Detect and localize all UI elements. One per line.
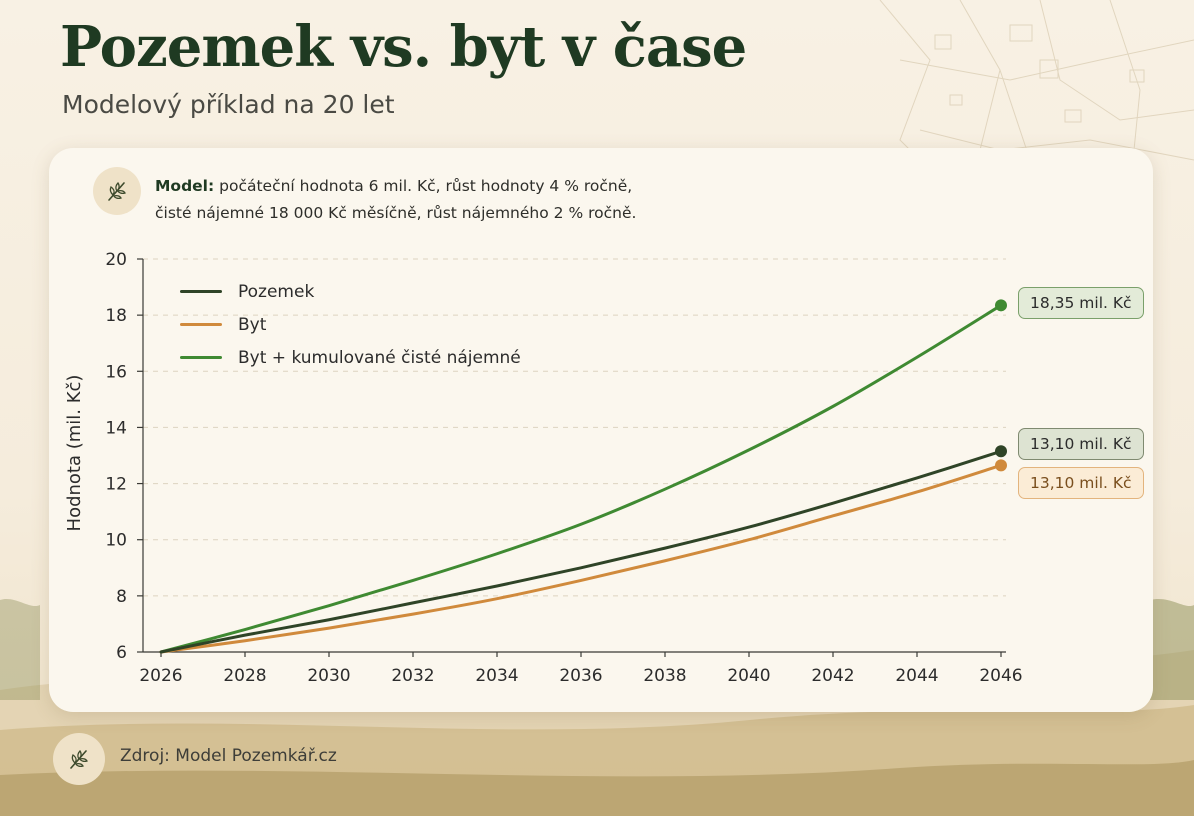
x-tick-label: 2036 [559, 666, 602, 686]
x-tick-label: 2026 [139, 666, 182, 686]
legend-swatch-byt [180, 323, 222, 326]
legend-item-byt-najem: Byt + kumulované čisté nájemné [180, 341, 521, 374]
end-label-byt-najem: 18,35 mil. Kč [1018, 287, 1144, 319]
y-tick-label: 6 [116, 643, 127, 663]
series-end-point-0 [995, 445, 1007, 458]
series-end-point-1 [995, 459, 1007, 472]
series-end-point-2 [995, 299, 1007, 312]
source-text: Zdroj: Model Pozemkář.cz [120, 746, 337, 766]
y-tick-label: 12 [105, 475, 127, 495]
x-tick-label: 2028 [223, 666, 266, 686]
chart-series [159, 299, 1007, 654]
model-note-line2: čisté nájemné 18 000 Kč měsíčně, růst ná… [155, 204, 637, 222]
chart-axes [142, 259, 1006, 653]
y-tick-label: 18 [105, 306, 127, 326]
page-subtitle: Modelový příklad na 20 let [62, 90, 395, 119]
legend-swatch-pozemek [180, 290, 222, 293]
y-tick-labels: 6 8 10 12 14 16 18 20 [105, 250, 143, 663]
end-label-byt: 13,10 mil. Kč [1018, 467, 1144, 499]
x-tick-label: 2038 [643, 666, 686, 686]
x-tick-label: 2030 [307, 666, 350, 686]
model-note-line1: počáteční hodnota 6 mil. Kč, růst hodnot… [214, 177, 633, 195]
source-badge [53, 733, 105, 785]
y-tick-label: 20 [105, 250, 127, 270]
y-axis-label: Hodnota (mil. Kč) [64, 375, 85, 532]
legend-swatch-byt-najem [180, 356, 222, 359]
x-tick-label: 2034 [475, 666, 518, 686]
x-tick-labels: 2026 2028 2030 2032 2034 2036 2038 2040 2042 2044… [139, 652, 1023, 686]
model-note-label: Model: [155, 177, 215, 195]
series-line-2 [159, 303, 1003, 654]
x-tick-label: 2032 [391, 666, 434, 686]
leaf-icon [108, 181, 126, 201]
legend-item-pozemek: Pozemek [180, 275, 521, 308]
legend-label-pozemek: Pozemek [238, 281, 315, 302]
y-tick-label: 16 [105, 362, 127, 382]
series-line-1 [159, 463, 1003, 654]
y-tick-label: 8 [116, 587, 127, 607]
x-tick-label: 2040 [727, 666, 770, 686]
end-label-pozemek: 13,10 mil. Kč [1018, 428, 1144, 460]
legend-label-byt: Byt [238, 314, 267, 335]
y-tick-label: 10 [105, 531, 127, 551]
x-tick-label: 2046 [979, 666, 1022, 686]
chart-card [49, 148, 1153, 712]
model-note: Model: počáteční hodnota 6 mil. Kč, růst… [155, 173, 715, 227]
x-tick-label: 2044 [895, 666, 938, 686]
y-tick-label: 14 [105, 418, 127, 438]
chart-legend: Pozemek Byt Byt + kumulované čisté nájem… [180, 275, 521, 374]
chart-grid [143, 258, 1006, 597]
page-title: Pozemek vs. byt v čase [60, 14, 747, 80]
legend-item-byt: Byt [180, 308, 521, 341]
legend-label-byt-najem: Byt + kumulované čisté nájemné [238, 347, 521, 368]
model-note-badge [93, 167, 141, 215]
x-tick-label: 2042 [811, 666, 854, 686]
leaf-icon [70, 749, 88, 769]
series-line-0 [159, 449, 1003, 654]
